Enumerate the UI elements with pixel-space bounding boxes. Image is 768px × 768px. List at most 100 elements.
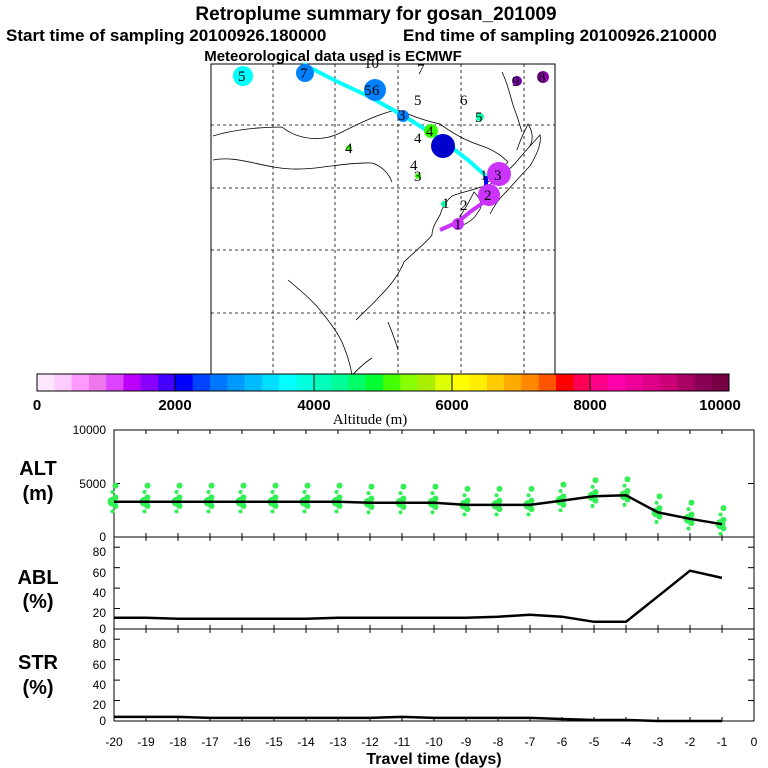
- map-frame: [210, 63, 556, 376]
- alt-scatter-point: [238, 490, 243, 495]
- colorbar-segment: [486, 374, 505, 391]
- colorbar-segment: [521, 374, 540, 391]
- plume-marker-1: [452, 218, 464, 230]
- x-tick-label: -19: [137, 735, 155, 749]
- alt-scatter-point: [526, 493, 531, 498]
- colorbar-segment: [590, 374, 609, 391]
- plume-label: 4: [410, 158, 418, 174]
- alt-scatter-point: [398, 510, 403, 515]
- alt-scatter-point: [624, 487, 631, 494]
- map-panel: 5 7 5 6 3 4 4 4 5 5 6 7 10 9 8 4 3 1 3 2…: [210, 56, 556, 376]
- alt-scatter-point: [174, 490, 179, 495]
- alt-scatter-point: [688, 499, 695, 506]
- plume-marker-small-d: [441, 201, 447, 207]
- alt-scatter-point: [304, 482, 311, 489]
- met-data-label: Meteorological data used is ECMWF: [204, 48, 462, 65]
- x-tick-label: 0: [751, 735, 758, 749]
- x-tick-label: -14: [297, 735, 315, 749]
- alt-scatter-point: [688, 511, 695, 518]
- y-tick-label: 80: [93, 637, 107, 651]
- alt-scatter-point: [622, 502, 627, 507]
- plume-marker-9: [512, 76, 522, 86]
- alt-scatter-point: [432, 495, 439, 502]
- plume-label: 5: [475, 110, 483, 126]
- y-tick-label: 0: [99, 530, 106, 544]
- alt-scatter-point: [368, 495, 375, 502]
- colorbar-segment: [54, 374, 73, 391]
- x-tick-label: -10: [425, 735, 443, 749]
- altitude-colorbar: 0 2000 4000 6000 8000 10000 Altitude (m): [33, 373, 741, 428]
- panel-ticks: [113, 429, 755, 722]
- y-tick-label: 80: [93, 545, 107, 559]
- alt-scatter-point: [176, 482, 183, 489]
- plume-marker-6: [364, 79, 386, 101]
- alt-scatter-point: [526, 512, 531, 517]
- alt-scatter-point: [400, 483, 407, 490]
- x-tick-label: -7: [525, 735, 536, 749]
- y-tick-label: 0: [99, 622, 106, 636]
- plume-label: 5: [414, 93, 422, 109]
- colorbar-segment: [573, 374, 592, 391]
- alt-scatter-point: [174, 509, 179, 514]
- colorbar-segment: [140, 374, 159, 391]
- series-marks: [107, 476, 727, 723]
- plume-label: 3: [494, 168, 502, 184]
- colorbar-segment: [210, 374, 228, 391]
- x-tick-label: -12: [361, 735, 379, 749]
- coastlines: [212, 71, 541, 376]
- y-tick-label: 40: [93, 678, 107, 692]
- alt-scatter-point: [494, 512, 499, 517]
- alt-scatter-point: [142, 509, 147, 514]
- y-tick-label: 60: [93, 658, 107, 672]
- colorbar-tick: 2000: [158, 397, 191, 414]
- colorbar-segment: [37, 374, 55, 391]
- alt-scatter-point: [336, 494, 343, 501]
- plume-marker-4-green: [424, 124, 438, 138]
- colorbar-segment: [123, 374, 142, 391]
- plume-label: 1: [480, 168, 488, 184]
- alt-scatter-point: [462, 493, 467, 498]
- x-tick-label: -8: [493, 735, 504, 749]
- colorbar-segment: [607, 374, 626, 391]
- alt-scatter-point: [560, 493, 567, 500]
- alt-scatter-point: [718, 512, 723, 517]
- alt-scatter-point: [368, 483, 375, 490]
- alt-scatter-point: [494, 493, 499, 498]
- x-tick-label: -13: [329, 735, 347, 749]
- alt-scatter-point: [208, 494, 215, 501]
- x-tick-label: -5: [589, 735, 600, 749]
- plume-marker-3: [487, 162, 511, 186]
- alt-scatter-point: [528, 485, 535, 492]
- alt-scatter-point: [206, 509, 211, 514]
- alt-scatter-point: [464, 485, 471, 492]
- y-tick-label: 0: [99, 714, 106, 728]
- start-time-label: Start time of sampling 20100926.180000: [6, 26, 326, 45]
- alt-scatter-point: [206, 490, 211, 495]
- str-panel-unit: (%): [22, 677, 53, 699]
- alt-scatter-point: [400, 495, 407, 502]
- colorbar-segment: [400, 374, 419, 391]
- alt-scatter-point: [558, 488, 563, 493]
- alt-scatter-point: [654, 520, 659, 525]
- alt-scatter-point: [430, 491, 435, 496]
- colorbar-segment: [556, 374, 574, 391]
- x-tick-label: -3: [653, 735, 664, 749]
- plume-label: 7: [417, 62, 425, 78]
- alt-scatter-point: [336, 482, 343, 489]
- plume-label: 2: [460, 198, 468, 214]
- series-line-alt: [114, 494, 723, 526]
- abl-yticks: 80 60 40 20 0: [93, 545, 107, 636]
- chart-title: Retroplume summary for gosan_201009: [195, 4, 556, 25]
- plume-marker-2: [478, 184, 500, 206]
- colorbar-segment: [244, 374, 263, 391]
- plume-marker-8: [537, 71, 549, 83]
- colorbar-segment: [659, 374, 678, 391]
- trajectory-violet: [439, 200, 486, 232]
- colorbar-tick: 8000: [573, 397, 606, 414]
- alt-scatter-point: [144, 494, 151, 501]
- alt-scatter-point: [718, 531, 723, 536]
- alt-scatter-point: [142, 490, 147, 495]
- alt-scatter-point: [302, 490, 307, 495]
- alt-scatter-point: [176, 494, 183, 501]
- x-tick-label: -4: [621, 735, 632, 749]
